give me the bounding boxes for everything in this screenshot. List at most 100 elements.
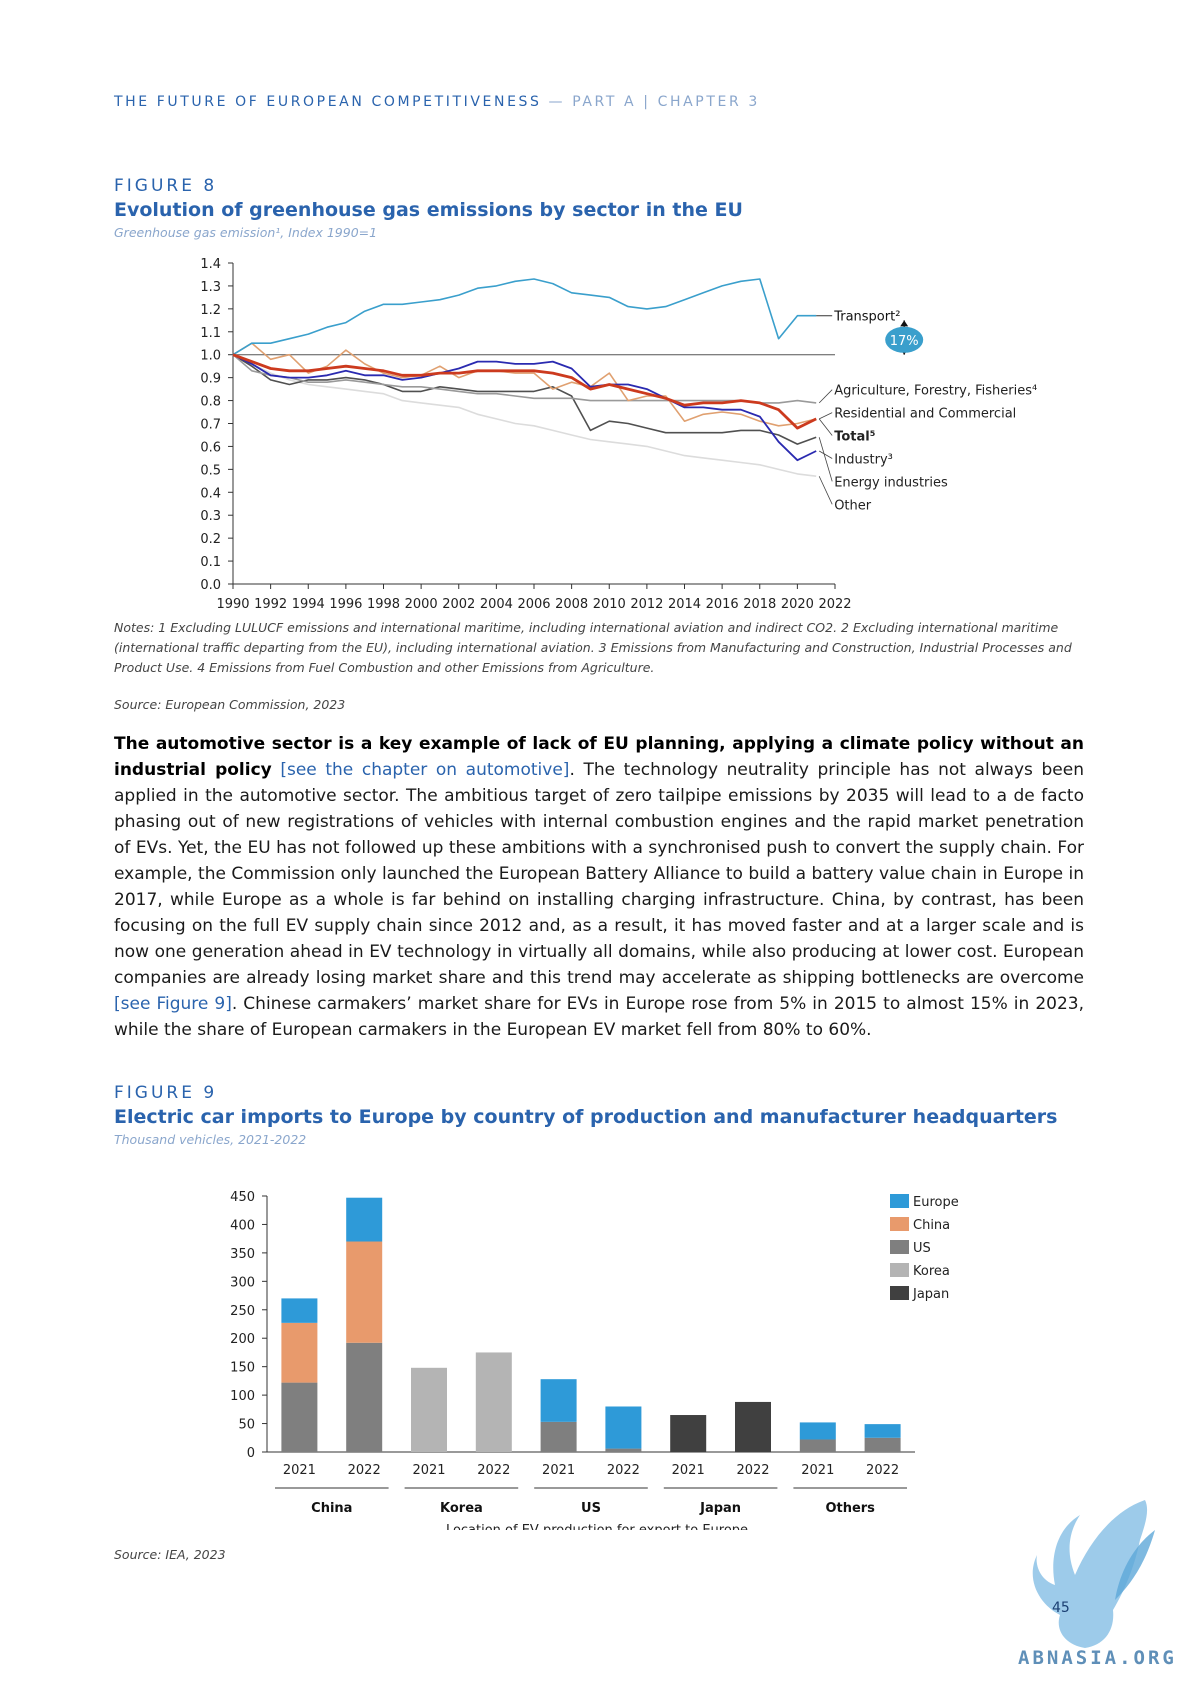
link-automotive-chapter[interactable]: [see the chapter on automotive] [280, 760, 570, 780]
legend-label: US [913, 1241, 931, 1256]
bar-segment [605, 1448, 642, 1452]
figure8-label: FIGURE 8 [114, 176, 218, 196]
y-tick-label: 0 [247, 1446, 255, 1461]
group-label: Korea [440, 1501, 483, 1516]
y-tick-label: 0.9 [200, 372, 221, 387]
y-tick-label: 1.1 [200, 326, 221, 341]
x-tick-label: 2016 [706, 597, 739, 610]
y-tick-label: 100 [230, 1389, 255, 1404]
series-label: Industry³ [834, 452, 893, 467]
y-tick-label: 300 [230, 1275, 255, 1290]
x-tick-label: 2022 [736, 1463, 769, 1478]
series-label: Energy industries [834, 475, 948, 490]
group-label: China [311, 1501, 352, 1516]
callout-value: 17% [890, 334, 919, 349]
x-tick-label: 2021 [412, 1463, 445, 1478]
x-tick-label: 2018 [743, 597, 776, 610]
legend-swatch [890, 1286, 909, 1300]
series-label: Transport² [833, 310, 900, 325]
x-tick-label: 2022 [607, 1463, 640, 1478]
x-tick-label: 1994 [292, 597, 325, 610]
series-label: Total⁵ [834, 430, 875, 445]
leader-line [818, 418, 833, 436]
x-tick-label: 2010 [593, 597, 626, 610]
series-line [232, 354, 817, 404]
x-tick-label: 2021 [801, 1463, 834, 1478]
series-label: Agriculture, Forestry, Fisheries⁴ [834, 384, 1037, 399]
figure9-subtitle: Thousand vehicles, 2021-2022 [114, 1132, 307, 1147]
callout-badge [885, 326, 924, 353]
bar-segment [475, 1352, 512, 1452]
leader-line [818, 476, 833, 505]
bar-segment [864, 1424, 901, 1438]
y-tick-label: 0.2 [200, 532, 221, 547]
series-line [232, 342, 817, 427]
logo-text: ABNASIA.ORG [1018, 1647, 1177, 1669]
figure9-title: Electric car imports to Europe by countr… [114, 1106, 1058, 1128]
y-tick-label: 0.3 [200, 509, 221, 524]
line-chart-ghg: 0.0 0.1 0.2 0.3 0.4 0.5 0.6 0.7 0.8 0.9 1.0 1.1 1.2 1… [200, 257, 1037, 610]
bar-segment [605, 1406, 642, 1449]
bar-segment [346, 1241, 383, 1343]
x-tick-label: 2022 [866, 1463, 899, 1478]
bar-segment [864, 1437, 901, 1452]
group-label: Japan [699, 1501, 741, 1516]
y-tick-label: 1.0 [200, 349, 221, 364]
x-tick-label: 2022 [818, 597, 851, 610]
group-label: US [581, 1501, 601, 1516]
y-tick-label: 400 [230, 1218, 255, 1233]
bar-segment [540, 1379, 577, 1422]
x-tick-label: 2021 [672, 1463, 705, 1478]
leader-line [818, 389, 833, 404]
y-tick-label: 0.4 [200, 486, 221, 501]
y-tick-label: 0.0 [200, 578, 221, 593]
header-separator: — [541, 94, 573, 110]
x-tick-label: 2000 [405, 597, 438, 610]
y-tick-label: 1.4 [200, 257, 221, 272]
bar-segment [540, 1421, 577, 1452]
bar-segment [735, 1401, 771, 1452]
series-line [232, 354, 817, 445]
figure8-source: Source: European Commission, 2023 [114, 697, 346, 712]
body-bold-lead: The automotive sector is a key example o… [114, 734, 1084, 780]
x-tick-label: 1996 [329, 597, 362, 610]
x-tick-label: 1990 [216, 597, 249, 610]
group-label: Others [825, 1501, 875, 1516]
bar-segment [281, 1298, 318, 1323]
link-figure-9[interactable]: [see Figure 9] [114, 994, 232, 1014]
y-tick-label: 200 [230, 1332, 255, 1347]
legend-swatch [890, 1217, 909, 1231]
y-tick-label: 450 [230, 1190, 255, 1205]
running-header: THE FUTURE OF EUROPEAN COMPETITIVENESS —… [114, 94, 760, 110]
y-tick-label: 0.5 [200, 463, 221, 478]
legend-swatch [890, 1263, 909, 1277]
callout-arrowhead-top [900, 320, 909, 327]
figure8-title: Evolution of greenhouse gas emissions by… [114, 199, 743, 221]
x-axis-title: Location of EV production for export to … [446, 1523, 748, 1530]
y-tick-label: 50 [238, 1418, 255, 1433]
x-tick-label: 2006 [517, 597, 550, 610]
series-line [232, 353, 817, 477]
y-tick-label: 250 [230, 1304, 255, 1319]
x-tick-label: 2022 [348, 1463, 381, 1478]
x-tick-label: 2014 [668, 597, 701, 610]
y-tick-label: 150 [230, 1361, 255, 1376]
y-tick-label: 350 [230, 1247, 255, 1262]
figure8-notes: Notes: 1 Excluding LULUCF emissions and … [114, 620, 1072, 675]
leader-line [819, 412, 833, 420]
y-tick-label: 0.7 [200, 418, 221, 433]
header-chapter: PART A | CHAPTER 3 [572, 94, 760, 110]
x-tick-label: 2021 [542, 1463, 575, 1478]
bar-segment [346, 1342, 383, 1452]
y-tick-label: 0.1 [200, 555, 221, 570]
figure9-source: Source: IEA, 2023 [114, 1547, 226, 1562]
bar-segment [281, 1382, 318, 1452]
legend-label: Japan [912, 1287, 949, 1302]
leader-line [818, 450, 833, 459]
series-line [232, 353, 817, 430]
x-tick-label: 1992 [254, 597, 287, 610]
x-tick-label: 2022 [477, 1463, 510, 1478]
bar-segment [799, 1422, 836, 1440]
series-line [232, 278, 817, 356]
bar-segment [346, 1197, 383, 1242]
